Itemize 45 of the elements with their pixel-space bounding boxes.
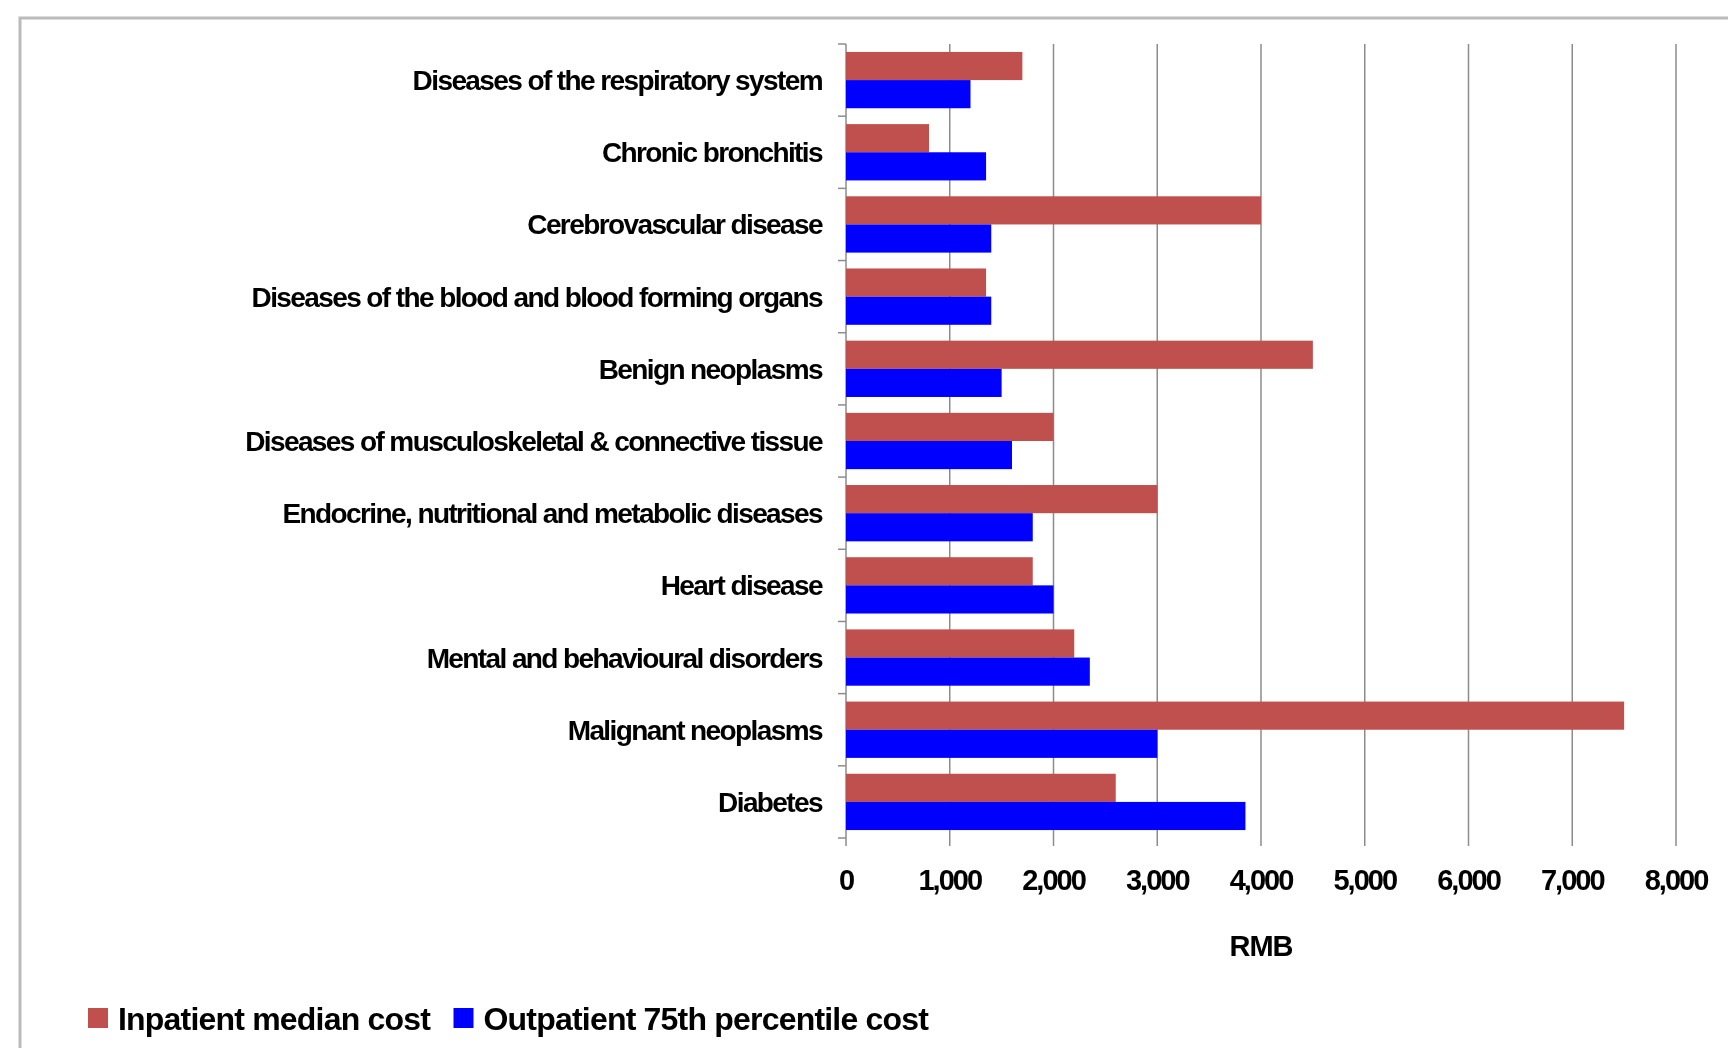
y-tick-label: Malignant neoplasms [567, 714, 824, 746]
x-tick-label: 7,000 [1540, 864, 1605, 896]
bar [846, 585, 1054, 614]
bar [846, 340, 1313, 369]
x-tick-label: 3,000 [1125, 864, 1190, 896]
x-tick-label: 1,000 [918, 864, 982, 896]
bar [846, 296, 992, 325]
bar [846, 773, 1116, 802]
legend-label: Inpatient median cost [118, 1001, 432, 1037]
bar [846, 557, 1033, 586]
y-tick-label: Benign neoplasms [598, 353, 824, 385]
legend-label: Outpatient 75th percentile cost [483, 1001, 930, 1037]
bar [846, 152, 987, 181]
y-tick-label: Diabetes [718, 786, 824, 818]
bar [846, 513, 1033, 542]
x-tick-label: 0 [838, 864, 854, 896]
x-axis-title: RMB [1229, 930, 1293, 962]
bar [846, 124, 929, 153]
y-tick-label: Diseases of the respiratory system [412, 65, 823, 97]
y-tick-label: Cerebrovascular disease [527, 209, 824, 241]
bar [846, 368, 1002, 397]
x-tick-label: 5,000 [1333, 864, 1397, 896]
bar [846, 729, 1158, 758]
bar [846, 485, 1158, 514]
y-tick-label: Heart disease [660, 570, 824, 602]
x-tick-label: 2,000 [1022, 864, 1086, 896]
bar [846, 80, 971, 109]
bar [846, 268, 987, 297]
x-tick-label: 4,000 [1229, 864, 1294, 896]
x-tick-label: 6,000 [1437, 864, 1501, 896]
bar [846, 196, 1261, 225]
y-tick-label: Mental and behavioural disorders [426, 642, 824, 674]
bar [846, 657, 1090, 686]
x-tick-label: 8,000 [1644, 864, 1709, 896]
bar [846, 224, 992, 253]
bar [846, 51, 1023, 81]
y-tick-label: Endocrine, nutritional and metabolic diseases [282, 498, 824, 530]
bar [846, 629, 1075, 658]
bar [846, 412, 1054, 441]
y-tick-label: Diseases of musculoskeletal & connective tissue [245, 426, 824, 457]
bar [846, 801, 1246, 831]
y-tick-label: Chronic bronchitis [601, 137, 824, 169]
bar [846, 701, 1625, 730]
y-tick-label: Diseases of the blood and blood forming organs [251, 281, 824, 313]
bar [846, 441, 1012, 470]
